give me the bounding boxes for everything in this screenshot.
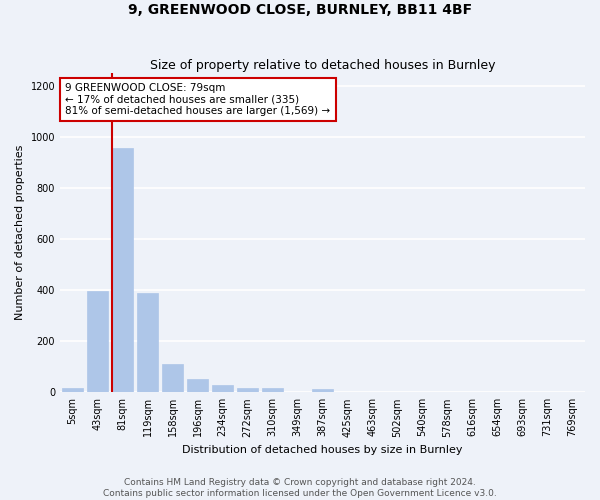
Bar — [162, 364, 183, 392]
Bar — [237, 388, 258, 392]
Bar — [87, 292, 108, 392]
Text: 9, GREENWOOD CLOSE, BURNLEY, BB11 4BF: 9, GREENWOOD CLOSE, BURNLEY, BB11 4BF — [128, 2, 472, 16]
Bar — [212, 385, 233, 392]
Text: 9 GREENWOOD CLOSE: 79sqm
← 17% of detached houses are smaller (335)
81% of semi-: 9 GREENWOOD CLOSE: 79sqm ← 17% of detach… — [65, 82, 331, 116]
Bar — [262, 388, 283, 392]
Y-axis label: Number of detached properties: Number of detached properties — [15, 145, 25, 320]
X-axis label: Distribution of detached houses by size in Burnley: Distribution of detached houses by size … — [182, 445, 463, 455]
Bar — [137, 292, 158, 392]
Bar — [187, 379, 208, 392]
Title: Size of property relative to detached houses in Burnley: Size of property relative to detached ho… — [150, 59, 495, 72]
Bar — [312, 389, 333, 392]
Bar — [62, 388, 83, 392]
Text: Contains HM Land Registry data © Crown copyright and database right 2024.
Contai: Contains HM Land Registry data © Crown c… — [103, 478, 497, 498]
Bar — [112, 148, 133, 392]
